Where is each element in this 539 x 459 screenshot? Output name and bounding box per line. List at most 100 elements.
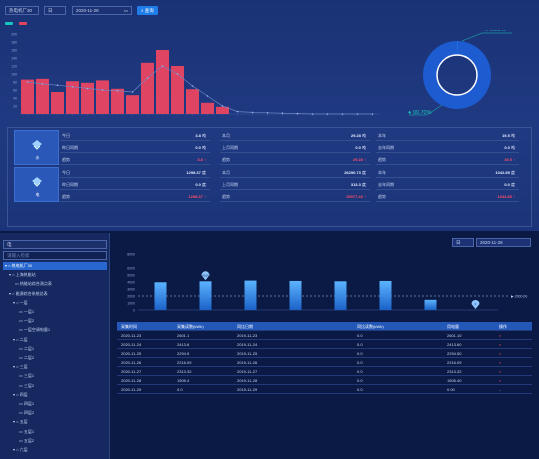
trend-point[interactable]	[221, 105, 224, 107]
trend-point[interactable]	[26, 81, 29, 83]
date-picker[interactable]: 2020-11-28 ▭	[72, 6, 132, 15]
tree-node[interactable]: ▾ ⌂ 能源综合系统总表	[9, 290, 48, 296]
tree-node[interactable]: ▭ 一层2	[19, 318, 35, 324]
stat-number: 19.5	[502, 133, 510, 138]
trend-point[interactable]	[101, 89, 104, 91]
trend-point[interactable]	[341, 113, 344, 115]
right-date-picker[interactable]: 2020-11-28	[476, 238, 531, 247]
trend-point[interactable]	[41, 83, 44, 85]
bar[interactable]	[96, 80, 109, 114]
delete-button[interactable]: ×	[499, 351, 502, 356]
tree-node[interactable]: ▾ ⌂ 上海热能站	[9, 272, 36, 278]
bar[interactable]	[334, 281, 347, 310]
stat-row: 趋势 25977.43 ↑	[220, 191, 370, 202]
trend-point[interactable]	[296, 112, 299, 115]
stat-number: 1042.85	[495, 170, 510, 175]
donut-label-1: ● 0.30%	[485, 30, 506, 33]
delete-button[interactable]: ×	[499, 360, 502, 365]
trend-point[interactable]	[356, 113, 359, 115]
tree-node[interactable]: ▭ 二层2	[19, 355, 35, 360]
trend-point[interactable]	[191, 85, 194, 87]
trend-point[interactable]	[71, 86, 74, 88]
stat-key: 本年	[378, 133, 386, 138]
unit-select[interactable]: 日	[44, 6, 66, 15]
trend-point[interactable]	[161, 65, 164, 67]
station-select-value: 热电机厂30	[9, 8, 33, 13]
station-select[interactable]: 热电机厂30	[5, 6, 39, 15]
bar[interactable]	[156, 50, 169, 114]
tree-node[interactable]: ▭ 四层2	[19, 410, 35, 416]
delete-button[interactable]: ×	[499, 369, 502, 374]
bar[interactable]	[81, 82, 94, 114]
delete-button[interactable]: -	[499, 387, 501, 392]
bar[interactable]	[201, 102, 214, 114]
bar[interactable]	[379, 280, 392, 310]
stat-row: 趋势 19.5 ↑	[376, 154, 519, 165]
tree-node[interactable]: ▭ 热能站综合测点表	[15, 281, 52, 287]
bar[interactable]	[111, 88, 124, 114]
trend-point[interactable]	[131, 91, 134, 93]
tree-node[interactable]: ▭ 五层2	[19, 437, 35, 443]
bar[interactable]	[216, 106, 229, 114]
trend-point[interactable]	[371, 113, 374, 115]
trend-point[interactable]	[326, 113, 329, 115]
bar[interactable]	[141, 62, 154, 114]
tree-search-input[interactable]: 电	[3, 240, 107, 249]
stat-value: 3.8 吨	[195, 130, 206, 141]
bar[interactable]	[424, 299, 437, 310]
table-cell: 0.0	[177, 387, 183, 392]
stat-row: 昨日同期 0.0 吨	[60, 142, 210, 153]
tree-node[interactable]: ▭ 一层空调电量1	[19, 327, 51, 333]
trend-point[interactable]	[281, 112, 284, 114]
trend-point[interactable]	[236, 110, 239, 113]
bar[interactable]	[66, 81, 79, 114]
bar[interactable]	[51, 92, 64, 114]
trend-point[interactable]	[266, 112, 269, 114]
tree-node[interactable]: ▭ 三层2	[19, 382, 35, 388]
trend-point[interactable]	[116, 90, 119, 92]
legend-swatch-1[interactable]	[5, 22, 13, 25]
trend-point[interactable]	[251, 111, 254, 114]
tree-node[interactable]: ▾ ⌂ 一层	[13, 299, 28, 305]
right-unit-select[interactable]: 日	[452, 238, 474, 247]
bar[interactable]	[171, 66, 184, 114]
table-row: 2020-11-29 0.0 2019-11-29 0.0 0.00 -	[117, 385, 532, 394]
tree-node[interactable]: ▭ 五层1	[19, 428, 35, 434]
bar[interactable]	[154, 282, 167, 310]
donut-slice[interactable]	[457, 41, 458, 56]
trend-point[interactable]	[146, 77, 149, 79]
tree-node[interactable]: ▭ 三层1	[19, 373, 35, 379]
bar[interactable]	[244, 280, 257, 310]
table-cell: 2019-11-23	[237, 333, 258, 338]
table-row: 2020-11-26 2216.09 2019-11-26 0.0 2216.09 ×	[117, 358, 532, 367]
delete-button[interactable]: ×	[499, 378, 502, 383]
tree-node[interactable]: ▭ 四层1	[19, 401, 35, 406]
tree-node[interactable]: ▭ 二层1	[19, 345, 35, 351]
trend-point[interactable]	[176, 73, 179, 75]
trend-point[interactable]	[206, 95, 209, 97]
donut-slice[interactable]	[423, 41, 492, 109]
trend-point[interactable]	[56, 84, 59, 86]
max-marker-label: 4100	[202, 273, 209, 277]
bar[interactable]	[186, 89, 199, 114]
tree-node[interactable]: ▾ ⌂ 四层	[13, 391, 28, 397]
delete-button[interactable]: ×	[499, 333, 502, 338]
bar[interactable]	[199, 281, 212, 310]
tree-node[interactable]: ▾ ⌂ 热电机厂30	[3, 262, 107, 270]
delete-button[interactable]: ×	[499, 342, 502, 347]
tree-filter-input[interactable]: 请输入检索	[3, 251, 107, 260]
trend-point[interactable]	[311, 113, 314, 115]
trend-point[interactable]	[86, 87, 89, 90]
legend-swatch-2[interactable]	[19, 22, 27, 25]
bar[interactable]	[21, 79, 34, 114]
bar[interactable]	[126, 95, 139, 114]
search-button[interactable]: ⌕ 查询	[137, 6, 158, 15]
tree-node[interactable]: ▾ ⌂ 五层	[13, 419, 28, 425]
tree-node[interactable]: ▾ ⌂ 六层	[13, 447, 28, 452]
bar[interactable]	[289, 280, 302, 310]
search-icon: ⌕	[141, 8, 144, 13]
tree-node[interactable]: ▾ ⌂ 三层	[13, 364, 28, 370]
tree-node[interactable]: ▾ ⌂ 二层	[13, 336, 28, 342]
bar[interactable]	[36, 78, 49, 114]
tree-node[interactable]: ▭ 一层1	[19, 309, 35, 314]
